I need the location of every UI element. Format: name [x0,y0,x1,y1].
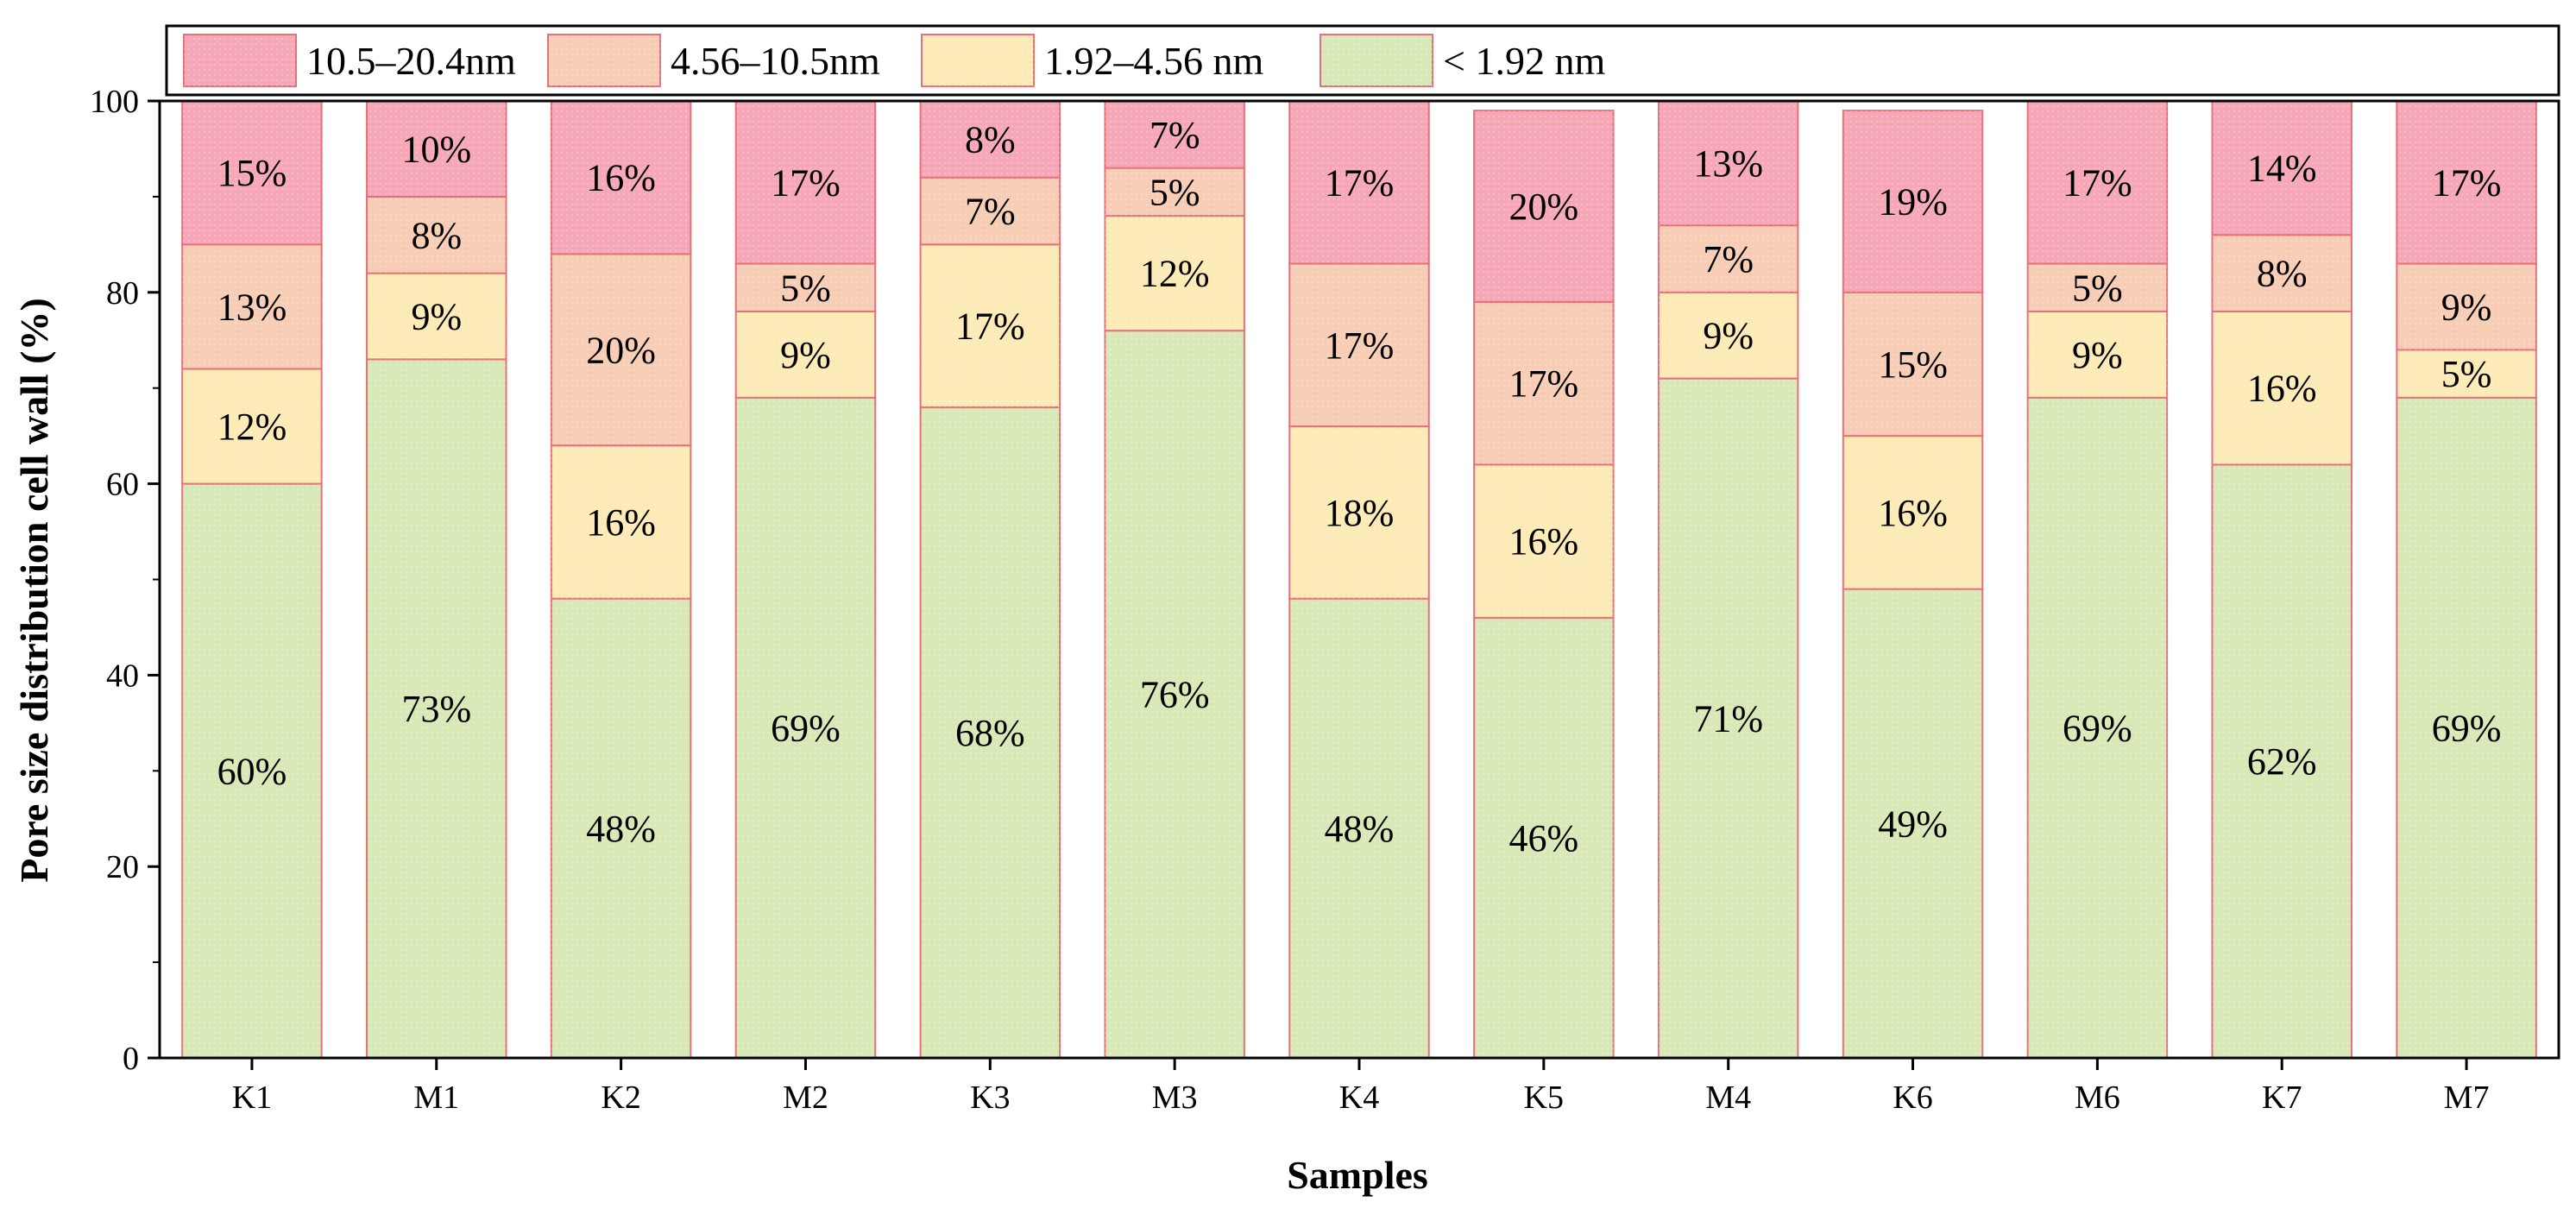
data-label-K7-0: 62% [2247,740,2317,783]
data-label-K4-2: 17% [1325,324,1395,367]
x-tick-label-K1: K1 [232,1080,272,1116]
legend-swatch-texture-3 [1320,35,1433,86]
plot-area: 60% 12% 13% 15% 73% 9% 8% 10% 48% 16% 20% 16% 69% 9% 5… [181,100,2537,1060]
data-label-M3-1: 12% [1140,253,1210,295]
data-label-M4-3: 13% [1693,142,1763,185]
data-label-K6-2: 15% [1878,343,1948,386]
x-tick-label-M2: M2 [783,1080,828,1116]
data-label-M6-3: 17% [2063,161,2132,204]
y-tick-label-40: 40 [106,658,139,694]
x-axis-title: Samples [1287,1153,1428,1197]
data-label-M7-2: 9% [2441,286,2492,328]
data-label-K6-1: 16% [1878,492,1948,534]
y-tick-label-80: 80 [106,275,139,312]
data-label-M1-0: 73% [401,688,471,730]
data-label-M1-3: 10% [401,128,471,170]
x-tick-label-K2: K2 [601,1080,640,1116]
data-label-K3-1: 17% [955,305,1025,348]
data-label-K4-1: 18% [1325,492,1395,534]
data-label-M7-0: 69% [2432,707,2502,749]
data-label-K7-2: 8% [2257,253,2308,295]
x-tick-label-M1: M1 [413,1080,459,1116]
data-label-M4-0: 71% [1693,697,1763,740]
data-label-K1-1: 12% [217,406,287,448]
data-label-K1-0: 60% [217,750,287,792]
x-tick-label-M3: M3 [1152,1080,1198,1116]
data-label-K7-1: 16% [2247,368,2317,410]
data-label-K5-2: 17% [1509,362,1579,405]
data-label-M3-0: 76% [1140,674,1210,716]
data-label-M4-2: 7% [1703,238,1754,280]
data-label-K3-0: 68% [955,712,1025,754]
data-label-M1-2: 8% [411,214,462,256]
data-label-K6-0: 49% [1878,803,1948,845]
data-label-M6-0: 69% [2063,707,2132,749]
data-label-M7-3: 17% [2432,161,2502,204]
data-label-M2-3: 17% [771,161,841,204]
x-tick-label-M6: M6 [2075,1080,2120,1116]
legend-swatch-texture-2 [922,35,1034,86]
data-label-K5-1: 16% [1509,520,1579,563]
data-label-M3-3: 7% [1149,114,1200,156]
legend-swatch-texture-1 [548,35,660,86]
y-axis-title: Pore size distribution cell wall (%) [12,298,56,883]
data-label-K5-3: 20% [1509,186,1579,228]
data-label-M4-1: 9% [1703,315,1754,357]
data-label-K4-3: 17% [1325,161,1395,204]
x-tick-label-K6: K6 [1893,1080,1932,1116]
data-label-K7-3: 14% [2247,148,2317,190]
data-label-K6-3: 19% [1878,180,1948,223]
axes: 0 20 40 60 80 100 K1 M1 K2 M2 K3 M3 K4 K5 M4 K6 M6 K7 M7 [90,84,2560,1116]
legend-label-2: 1.92–4.56 nm [1044,39,1264,83]
y-tick-label-20: 20 [106,849,139,885]
y-tick-label-60: 60 [106,467,139,503]
y-tick-label-100: 100 [90,84,139,120]
data-label-K1-2: 13% [217,286,287,328]
data-label-K2-3: 16% [586,157,656,199]
data-label-K4-0: 48% [1325,808,1395,850]
y-tick-label-0: 0 [123,1041,139,1077]
data-label-M7-1: 5% [2441,353,2492,395]
data-label-M2-0: 69% [771,707,841,749]
data-label-K3-3: 8% [965,118,1016,161]
x-tick-label-K7: K7 [2262,1080,2302,1116]
x-tick-label-K5: K5 [1524,1080,1564,1116]
data-label-K2-0: 48% [586,808,656,850]
x-tick-label-K3: K3 [970,1080,1010,1116]
data-label-M2-1: 9% [780,334,831,376]
data-label-K2-2: 20% [586,329,656,371]
data-label-M6-2: 5% [2072,267,2123,309]
legend-label-0: 10.5–20.4nm [306,39,516,83]
data-label-M6-1: 9% [2072,334,2123,376]
data-label-M1-1: 9% [411,296,462,338]
data-label-K2-1: 16% [586,501,656,544]
x-tick-label-M7: M7 [2444,1080,2490,1116]
legend: 10.5–20.4nm 4.56–10.5nm 1.92–4.56 nm < 1.92… [165,24,2560,97]
legend-swatch-texture-0 [184,35,296,86]
data-label-K1-3: 15% [217,152,287,194]
x-tick-label-M4: M4 [1705,1080,1751,1116]
data-label-M3-2: 5% [1149,171,1200,213]
data-label-K3-2: 7% [965,191,1016,233]
data-label-K5-0: 46% [1509,817,1579,859]
data-label-M2-2: 5% [780,267,831,309]
legend-label-3: < 1.92 nm [1443,39,1605,83]
x-tick-label-K4: K4 [1339,1080,1379,1116]
legend-label-1: 4.56–10.5nm [671,39,880,83]
